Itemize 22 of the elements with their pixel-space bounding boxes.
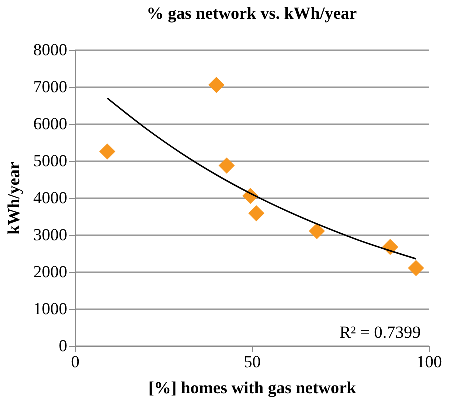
- y-tick-label: 0: [59, 336, 68, 356]
- point: [248, 205, 265, 222]
- point: [408, 260, 424, 276]
- y-tick-label: 4000: [34, 188, 68, 208]
- y-tick-label: 8000: [34, 40, 68, 60]
- y-tick-label: 7000: [34, 78, 68, 96]
- point: [208, 77, 225, 94]
- y-tick-label: 1000: [34, 300, 68, 318]
- y-tick-label: 5000: [34, 152, 68, 170]
- point: [309, 223, 326, 240]
- y-tick-label: 6000: [34, 114, 68, 134]
- point: [218, 158, 235, 174]
- y-axis-title: kWh/year: [4, 162, 24, 235]
- x-tick-label: 50: [244, 352, 261, 372]
- x-tick-label: 100: [416, 352, 442, 372]
- y-tick-label: 2000: [34, 262, 68, 282]
- annotation: R² = 0.7399: [340, 323, 421, 342]
- x-axis-title: [%] homes with gas network: [148, 378, 357, 398]
- chart-title: % gas network vs. kWh/year: [146, 4, 358, 23]
- point: [100, 144, 116, 160]
- y-tick-label: 3000: [34, 226, 68, 244]
- x-tick-label: 0: [71, 352, 80, 372]
